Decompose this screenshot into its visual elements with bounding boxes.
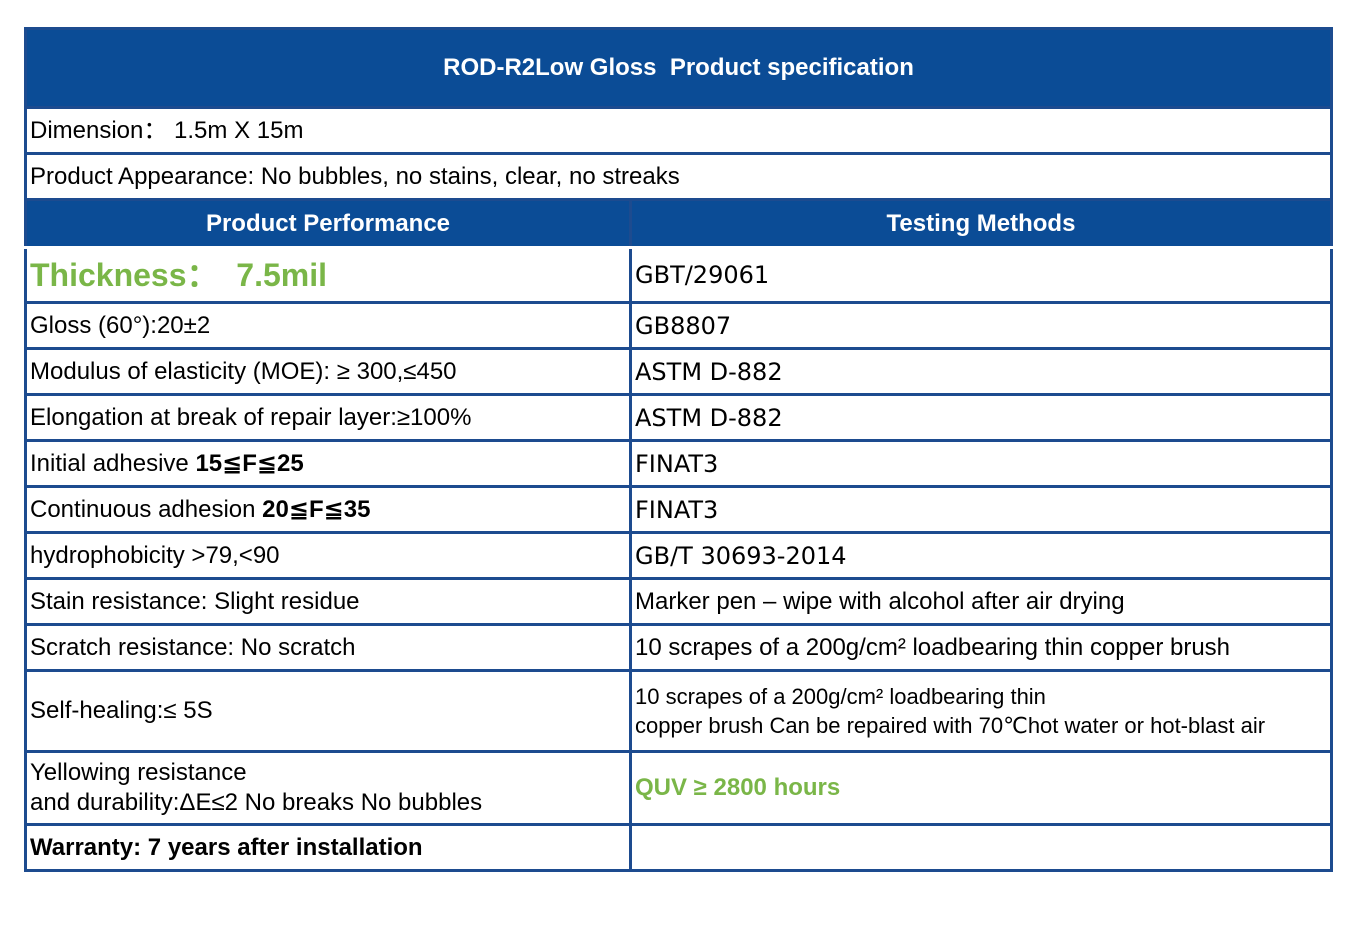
dimension-cell: Dimension： 1.5m X 15m [24, 106, 1333, 155]
performance-cell: Continuous adhesion 20≦F≦35 [24, 485, 632, 534]
table-row: hydrophobicity >79,<90 GB/T 30693-2014 [24, 531, 1333, 580]
method-cell: GB8807 [629, 301, 1333, 350]
performance-label: Continuous adhesion [30, 495, 263, 523]
method-cell: 10 scrapes of a 200g/cm² loadbearing thi… [629, 623, 1333, 672]
dimension-row: Dimension： 1.5m X 15m [24, 106, 1333, 155]
table-row: Thickness： 7.5mil GBT/29061 [24, 246, 1333, 304]
method-cell: ASTM D-882 [629, 393, 1333, 442]
method-line: copper brush Can be repaired with 70℃hot… [635, 713, 1266, 738]
method-cell: FINAT3 [629, 485, 1333, 534]
header-methods: Testing Methods [629, 198, 1333, 249]
performance-cell: Gloss (60°):20±2 [24, 301, 632, 350]
table-row: Initial adhesive 15≦F≦25 FINAT3 [24, 439, 1333, 488]
table-row: Stain resistance: Slight residue Marker … [24, 577, 1333, 626]
performance-value: 20≦F≦35 [262, 495, 371, 523]
table-row: Continuous adhesion 20≦F≦35 FINAT3 [24, 485, 1333, 534]
spec-table: ROD-R2Low Gloss Product specification Di… [24, 27, 1333, 872]
title-row: ROD-R2Low Gloss Product specification [24, 27, 1333, 109]
performance-cell: Self-healing:≤ 5S [24, 669, 632, 753]
table-row: Warranty: 7 years after installation [24, 823, 1333, 872]
performance-cell: Modulus of elasticity (MOE): ≥ 300,≤450 [24, 347, 632, 396]
performance-cell: Elongation at break of repair layer:≥100… [24, 393, 632, 442]
performance-line: Yellowing resistance [30, 759, 247, 786]
header-performance: Product Performance [24, 198, 632, 249]
table-row: Gloss (60°):20±2 GB8807 [24, 301, 1333, 350]
table-row: Modulus of elasticity (MOE): ≥ 300,≤450 … [24, 347, 1333, 396]
performance-line: and durability:ΔE≤2 No breaks No bubbles [30, 789, 483, 816]
method-cell: FINAT3 [629, 439, 1333, 488]
performance-label: Initial adhesive [30, 449, 196, 477]
header-row: Product Performance Testing Methods [24, 198, 1333, 249]
table-row: Self-healing:≤ 5S 10 scrapes of a 200g/c… [24, 669, 1333, 753]
appearance-cell: Product Appearance: No bubbles, no stain… [24, 152, 1333, 201]
warranty-cell: Warranty: 7 years after installation [24, 823, 632, 872]
performance-value: 15≦F≦25 [195, 449, 304, 477]
table-row: Elongation at break of repair layer:≥100… [24, 393, 1333, 442]
performance-cell: Stain resistance: Slight residue [24, 577, 632, 626]
table-title: ROD-R2Low Gloss Product specification [24, 27, 1333, 109]
appearance-row: Product Appearance: No bubbles, no stain… [24, 152, 1333, 201]
method-cell: 10 scrapes of a 200g/cm² loadbearing thi… [629, 669, 1333, 753]
performance-cell: Initial adhesive 15≦F≦25 [24, 439, 632, 488]
table-row: Scratch resistance: No scratch 10 scrape… [24, 623, 1333, 672]
table-row: Yellowing resistance and durability:ΔE≤2 … [24, 750, 1333, 826]
performance-cell: Scratch resistance: No scratch [24, 623, 632, 672]
performance-cell: hydrophobicity >79,<90 [24, 531, 632, 580]
thickness-cell: Thickness： 7.5mil [24, 246, 632, 304]
performance-cell: Yellowing resistance and durability:ΔE≤2 … [24, 750, 632, 826]
method-line: 10 scrapes of a 200g/cm² loadbearing thi… [635, 684, 1046, 709]
method-cell: Marker pen – wipe with alcohol after air… [629, 577, 1333, 626]
method-cell: GBT/29061 [629, 246, 1333, 304]
spec-sheet: ROD-R2Low Gloss Product specification Di… [24, 27, 1333, 872]
method-cell: ASTM D-882 [629, 347, 1333, 396]
method-cell [629, 823, 1333, 872]
method-cell: GB/T 30693-2014 [629, 531, 1333, 580]
method-cell: QUV ≥ 2800 hours [629, 750, 1333, 826]
